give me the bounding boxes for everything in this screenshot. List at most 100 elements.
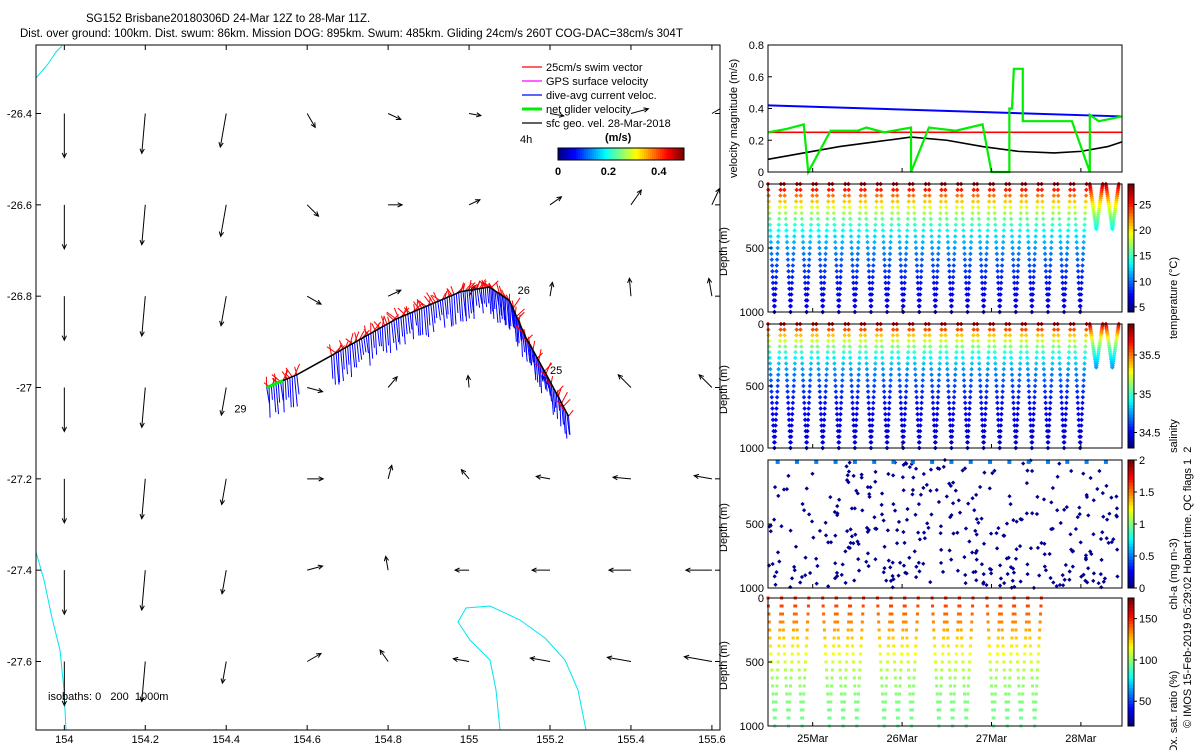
sal-sample	[903, 412, 908, 417]
oxygen-sample	[994, 685, 997, 688]
temp-sample	[903, 263, 908, 268]
temp-sample	[966, 286, 971, 291]
sal-sample	[890, 350, 895, 355]
temp-sample	[873, 234, 878, 239]
oxygen-sample	[995, 661, 998, 664]
sal-sample	[901, 440, 906, 445]
temp-colorbar-tick-label: 10	[1139, 276, 1151, 288]
coastline-north	[36, 46, 62, 78]
sal-sample	[782, 333, 787, 338]
temp-sample	[1043, 257, 1048, 262]
temp-sample	[815, 199, 820, 204]
temp-sample	[890, 199, 895, 204]
temp-sample	[838, 275, 843, 280]
oxygen-sample	[999, 605, 1002, 608]
temp-sample	[1034, 222, 1039, 227]
oxygen-sample	[953, 693, 956, 696]
oxy-colorbar-swatch	[1128, 707, 1134, 711]
chl-colorbar-tick-label: 2	[1139, 455, 1145, 467]
oxygen-sample	[1008, 685, 1011, 688]
sal-sample	[912, 356, 917, 361]
temp-sample	[986, 211, 991, 216]
temp-sample	[790, 269, 795, 274]
temp-sample	[906, 211, 911, 216]
sal-colorbar-swatch	[1128, 429, 1134, 433]
temp-sample	[1075, 246, 1080, 251]
sal-sample	[984, 389, 989, 394]
oxygen-sample	[850, 629, 853, 632]
temp-sample	[1041, 222, 1046, 227]
temp-sample	[848, 217, 853, 222]
oxygen-sample	[829, 709, 832, 712]
sal-sample	[1056, 333, 1061, 338]
geo-vel-arrow-shaft	[142, 296, 145, 336]
temp-sample	[886, 286, 891, 291]
oxygen-sample	[796, 629, 799, 632]
oxygen-sample	[905, 629, 908, 632]
sal-sample	[935, 418, 940, 423]
swim-vector	[417, 300, 426, 306]
sal-sample	[963, 401, 968, 406]
temp-sample	[961, 217, 966, 222]
sal-sample	[959, 333, 964, 338]
temp-sample	[976, 193, 981, 198]
oxy-colorbar-swatch	[1128, 617, 1134, 621]
geo-vel-arrow-shaft	[142, 114, 145, 154]
sal-colorbar-swatch	[1128, 330, 1134, 334]
oxygen-sample	[1020, 709, 1023, 712]
sal-sample	[1066, 372, 1071, 377]
chla-sample	[882, 570, 886, 574]
chla-sample	[843, 549, 847, 553]
sal-sample	[834, 406, 839, 411]
temp-sample	[975, 188, 980, 193]
temp-sample	[840, 240, 845, 245]
temp-sample	[871, 257, 876, 262]
sal-sample	[992, 344, 997, 349]
chla-sample	[1018, 544, 1022, 548]
chla-sample	[891, 561, 895, 565]
dive-avg-current-vector	[368, 335, 370, 366]
oxygen-sample	[901, 637, 904, 640]
oxy-colorbar-swatch	[1128, 697, 1134, 701]
sal-colorbar-swatch	[1128, 374, 1134, 378]
temp-sample	[959, 193, 964, 198]
sal-sample	[799, 339, 804, 344]
chla-sample	[921, 562, 925, 566]
sal-sample	[776, 378, 781, 383]
temp-sample	[929, 234, 934, 239]
sal-sample	[969, 372, 974, 377]
temp-sample	[1009, 228, 1014, 233]
oxygen-sample	[954, 661, 957, 664]
oxygen-sample	[784, 669, 787, 672]
chl-colorbar-tick-label: 1.5	[1139, 487, 1154, 499]
oxygen-sample	[801, 717, 804, 720]
chla-sample	[828, 495, 832, 499]
sal-sample	[793, 356, 798, 361]
chl-colorbar-swatch	[1128, 530, 1134, 534]
chl-colorbar-swatch	[1128, 482, 1134, 486]
temp-sample	[1002, 228, 1007, 233]
sal-sample	[767, 339, 772, 344]
sal-sample	[1009, 356, 1014, 361]
oxygen-sample	[986, 613, 989, 616]
chla-sample	[975, 517, 979, 521]
sal-sample	[777, 356, 782, 361]
temp-sample	[887, 257, 892, 262]
oxygen-sample	[835, 605, 838, 608]
oxygen-sample	[960, 629, 963, 632]
oxygen-sample	[1034, 701, 1037, 704]
chla-sample	[937, 500, 941, 504]
oxygen-sample	[965, 717, 968, 720]
chl-colorbar-swatch	[1128, 572, 1134, 576]
temp-sample	[1002, 222, 1007, 227]
swim-vector	[563, 399, 570, 406]
chla-sample	[769, 529, 773, 533]
oxygen-sample	[806, 629, 809, 632]
sal-sample	[833, 372, 838, 377]
temp-colorbar-swatch	[1128, 197, 1134, 201]
temp-sample	[822, 281, 827, 286]
temp-sample	[1068, 193, 1073, 198]
temp-sample	[953, 228, 958, 233]
temp-sample	[826, 199, 831, 204]
